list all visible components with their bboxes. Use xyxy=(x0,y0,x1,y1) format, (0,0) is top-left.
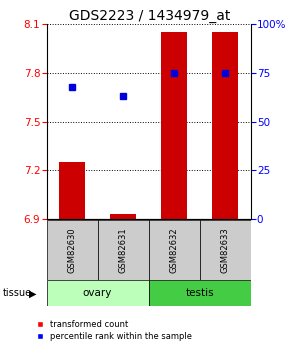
Bar xyxy=(46,220,98,280)
Bar xyxy=(98,220,148,280)
Text: GDS2223 / 1434979_at: GDS2223 / 1434979_at xyxy=(69,9,231,22)
Bar xyxy=(46,280,148,306)
Bar xyxy=(148,280,250,306)
Bar xyxy=(110,214,136,219)
Text: ▶: ▶ xyxy=(29,288,37,298)
Legend: transformed count, percentile rank within the sample: transformed count, percentile rank withi… xyxy=(31,321,191,341)
Text: GSM82633: GSM82633 xyxy=(220,227,230,273)
Text: GSM82631: GSM82631 xyxy=(118,227,127,273)
Bar xyxy=(59,162,85,219)
Text: GSM82632: GSM82632 xyxy=(169,227,178,273)
Text: GSM82630: GSM82630 xyxy=(68,227,76,273)
Text: ovary: ovary xyxy=(83,288,112,298)
Bar xyxy=(200,220,250,280)
Bar xyxy=(161,32,187,219)
Text: testis: testis xyxy=(185,288,214,298)
Bar xyxy=(212,32,238,219)
Bar xyxy=(148,220,200,280)
Text: tissue: tissue xyxy=(3,288,32,298)
